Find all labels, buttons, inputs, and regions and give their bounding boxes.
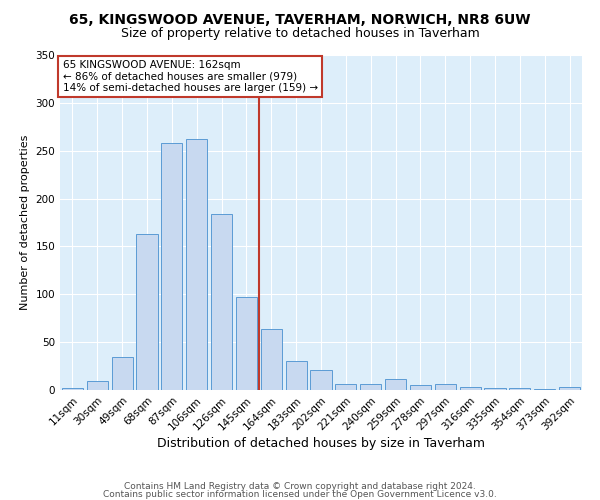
Bar xyxy=(87,382,108,390)
Bar xyxy=(385,380,406,390)
Bar xyxy=(559,387,580,390)
Bar xyxy=(261,328,282,390)
Text: Contains HM Land Registry data © Crown copyright and database right 2024.: Contains HM Land Registry data © Crown c… xyxy=(124,482,476,491)
Y-axis label: Number of detached properties: Number of detached properties xyxy=(20,135,30,310)
Text: 65, KINGSWOOD AVENUE, TAVERHAM, NORWICH, NR8 6UW: 65, KINGSWOOD AVENUE, TAVERHAM, NORWICH,… xyxy=(69,12,531,26)
Bar xyxy=(534,389,555,390)
X-axis label: Distribution of detached houses by size in Taverham: Distribution of detached houses by size … xyxy=(157,438,485,450)
Bar xyxy=(136,234,158,390)
Text: Size of property relative to detached houses in Taverham: Size of property relative to detached ho… xyxy=(121,28,479,40)
Bar xyxy=(335,384,356,390)
Bar xyxy=(62,388,83,390)
Bar xyxy=(484,388,506,390)
Bar xyxy=(460,387,481,390)
Bar xyxy=(112,356,133,390)
Bar xyxy=(310,370,332,390)
Bar xyxy=(286,362,307,390)
Text: Contains public sector information licensed under the Open Government Licence v3: Contains public sector information licen… xyxy=(103,490,497,499)
Bar xyxy=(186,139,207,390)
Bar xyxy=(410,385,431,390)
Bar xyxy=(236,297,257,390)
Bar xyxy=(435,384,456,390)
Bar xyxy=(360,384,381,390)
Bar xyxy=(161,143,182,390)
Bar xyxy=(211,214,232,390)
Text: 65 KINGSWOOD AVENUE: 162sqm
← 86% of detached houses are smaller (979)
14% of se: 65 KINGSWOOD AVENUE: 162sqm ← 86% of det… xyxy=(62,60,318,93)
Bar xyxy=(509,388,530,390)
